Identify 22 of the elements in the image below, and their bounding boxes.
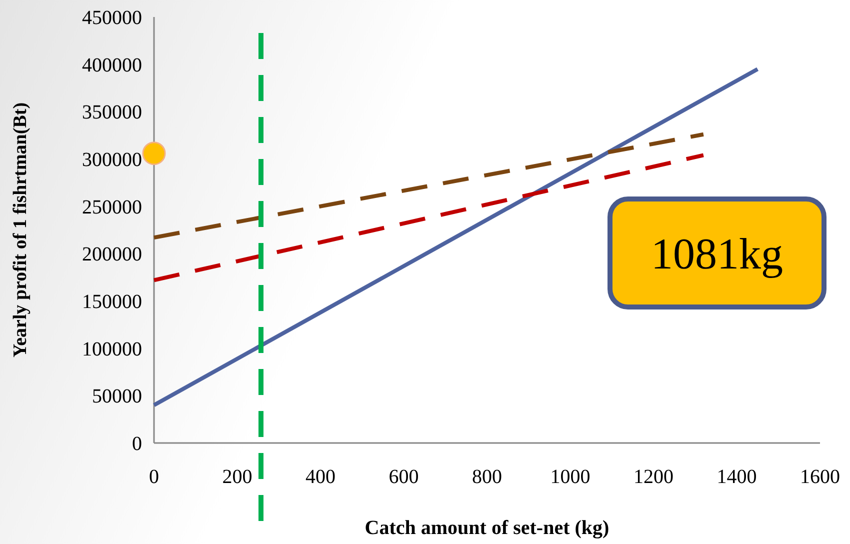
y-tick-label: 0 — [132, 433, 142, 455]
x-tick-label: 800 — [472, 466, 502, 488]
y-tick-label: 350000 — [82, 102, 142, 124]
x-axis-title: Catch amount of set-net (kg) — [364, 517, 610, 539]
x-tick-label: 1600 — [800, 466, 840, 488]
annotation: 1081kg — [651, 229, 783, 278]
y-tick-label: 400000 — [82, 54, 142, 76]
y-tick-label: 450000 — [82, 7, 142, 29]
y-axis-title: Yearly profit of 1 fishrtman(Bt) — [10, 102, 31, 358]
y-tick-label: 100000 — [82, 338, 142, 360]
y-tick-label: 50000 — [92, 386, 142, 408]
x-tick-label: 600 — [388, 466, 419, 488]
y-tick-label: 200000 — [82, 244, 142, 266]
y-tick-label: 300000 — [82, 149, 142, 171]
x-tick-label: 200 — [222, 466, 252, 488]
x-tick-label: 1200 — [634, 466, 674, 488]
x-tick-label: 400 — [306, 466, 336, 488]
y-tick-label: 250000 — [82, 196, 142, 218]
x-tick-label: 0 — [149, 466, 159, 488]
x-tick-label: 1000 — [550, 466, 590, 488]
y-tick-label: 150000 — [82, 291, 142, 313]
x-tick-label: 1400 — [716, 466, 757, 488]
